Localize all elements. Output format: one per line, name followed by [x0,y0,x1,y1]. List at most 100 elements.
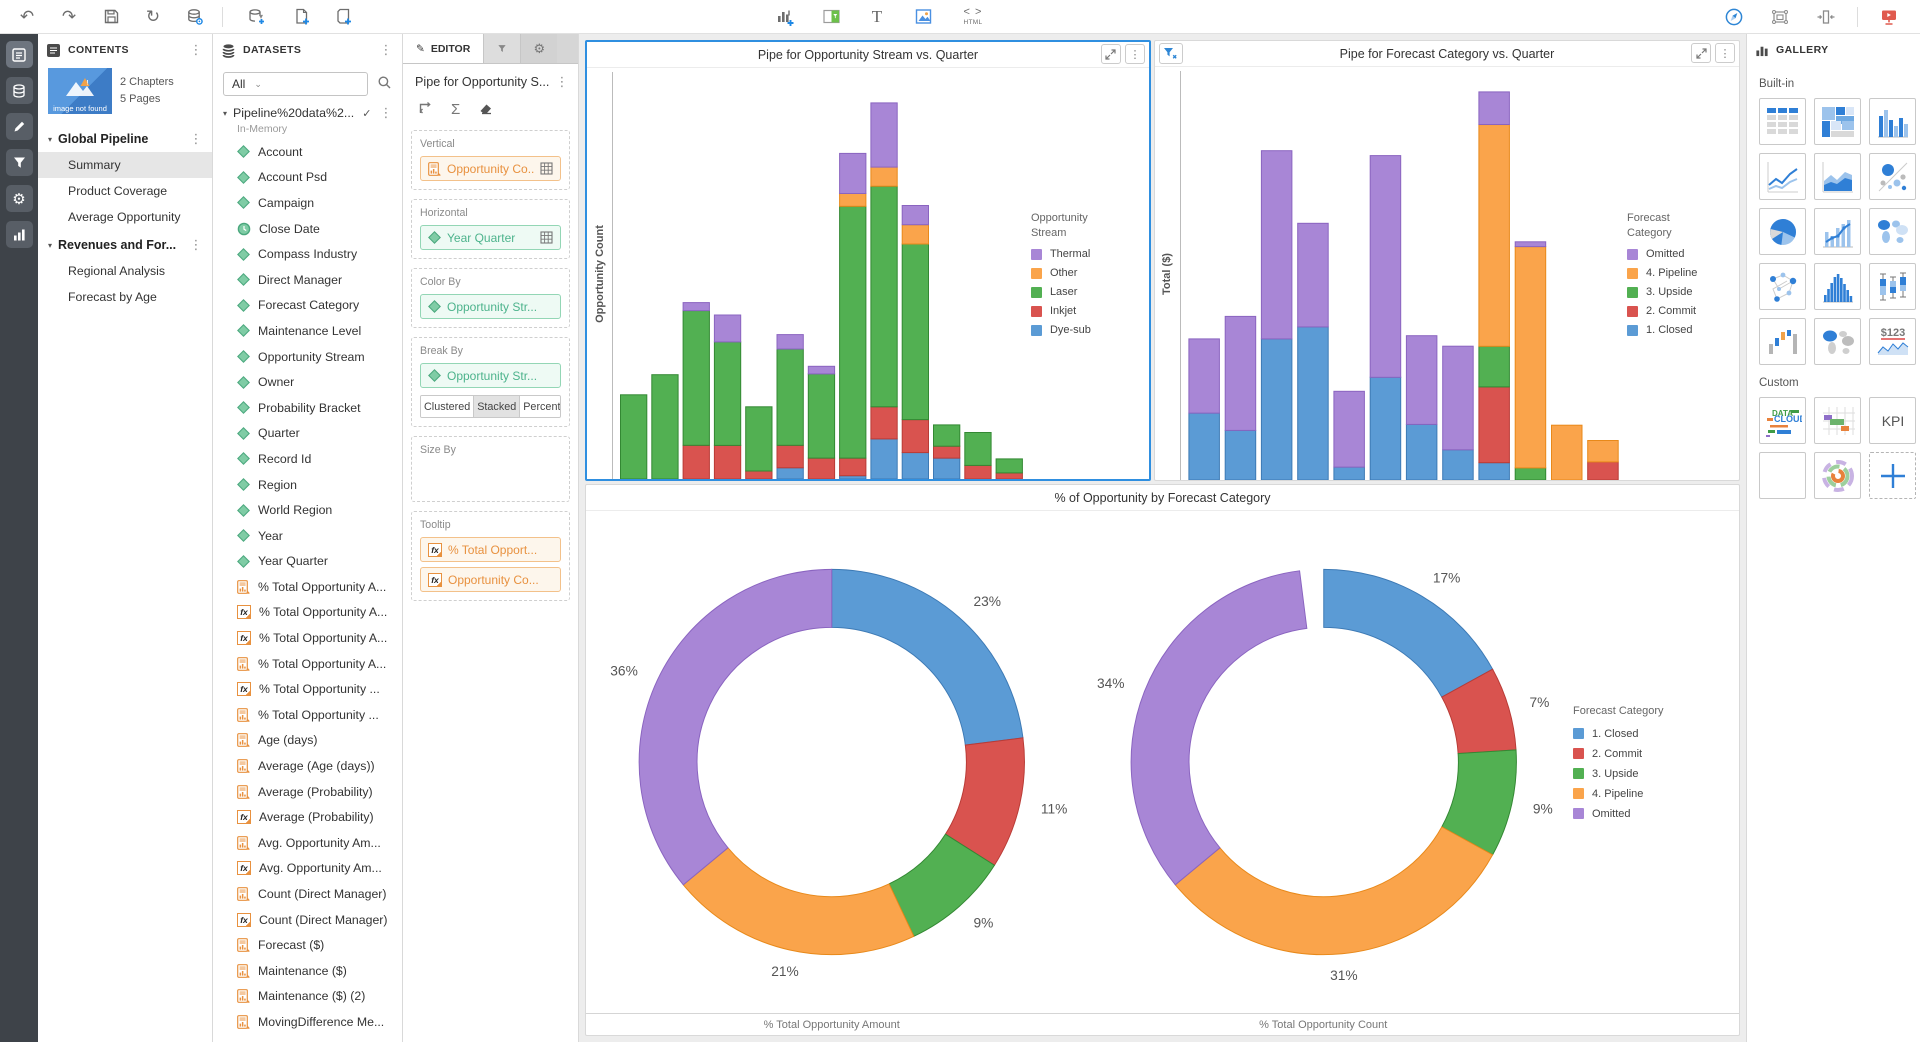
rail-filter-button[interactable] [5,149,33,176]
bar-segment-omitted[interactable] [1405,335,1438,425]
dataset-field-attribute[interactable]: Account Psd [213,165,402,191]
gallery-tile-sunburst[interactable] [1814,452,1861,499]
dataset-field-attribute[interactable]: Compass Industry [213,241,402,267]
viz-forecast-category[interactable]: Pipe for Forecast Category vs. Quarter ⋮… [1153,40,1740,481]
dataset-field-attribute[interactable]: Probability Bracket [213,395,402,421]
page-item-product-coverage[interactable]: Product Coverage [68,184,168,198]
rail-contents-button[interactable] [5,41,33,68]
dataset-field-metric[interactable]: Avg. Opportunity Am... [213,830,402,856]
drop-zone-tooltip[interactable]: Tooltip fx % Total Opport... fx Opportunity … [411,511,570,601]
bar-segment-4-pipeline[interactable] [1478,124,1510,347]
bar-segment-omitted[interactable] [1224,315,1257,431]
page-item-average-opportunity[interactable]: Average Opportunity [68,210,181,224]
add-image-button[interactable] [908,3,938,31]
dataset-field-formula[interactable]: fx % Total Opportunity ... [213,676,402,702]
bar-segment-3-upside[interactable] [1478,345,1510,388]
field-chip[interactable]: Year Quarter [420,225,561,250]
bar-segment-dye-sub[interactable] [901,452,930,480]
gallery-tile-histogram[interactable] [1814,263,1861,310]
dataset-field-attribute[interactable]: Region [213,472,402,498]
explore-compass-button[interactable] [1719,3,1749,31]
bar-segment-dye-sub[interactable] [933,457,961,479]
bar-segment-1-closed[interactable] [1478,462,1510,480]
rail-visualizations-button[interactable] [5,221,33,248]
donut-slice-omitted[interactable] [1130,570,1307,886]
bar-segment-1-closed[interactable] [1442,449,1474,480]
page-item-summary[interactable]: Summary [38,152,212,178]
bar-segment-thermal[interactable] [807,365,836,375]
dataset-field-metric[interactable]: MovingDifference Me... [213,1009,402,1035]
bar-segment-laser[interactable] [620,394,648,479]
bar-segment-dye-sub[interactable] [839,475,867,479]
dataset-type-select[interactable]: All ⌄ [223,72,368,96]
drop-zone-color-by[interactable]: Color By Opportunity Str... [411,268,570,328]
swap-axes-button[interactable] [417,100,433,119]
bar-segment-thermal[interactable] [870,102,898,168]
dataset-root-row[interactable]: ▾ Pipeline%20data%2... ✓ ⋮ [213,104,402,122]
totals-button[interactable]: Σ [451,101,460,118]
bar-segment-1-closed[interactable] [1224,429,1257,480]
bar-segment-laser[interactable] [745,406,773,472]
bar-segment-omitted[interactable] [1369,155,1402,378]
dataset-field-metric[interactable]: Age (days) [213,728,402,754]
bar-segment-inkjet[interactable] [776,444,804,469]
bar-segment-thermal[interactable] [713,314,742,343]
viz2-maximize-button[interactable] [1691,43,1711,63]
redo-button[interactable]: ↷ [54,3,84,31]
dataset-field-formula[interactable]: fx Average (Probability) [213,804,402,830]
refresh-button[interactable]: ↻ [138,3,168,31]
bar-segment-1-closed[interactable] [1369,376,1402,480]
gallery-tile-network[interactable] [1759,263,1806,310]
dataset-menu-button[interactable]: ⋮ [379,105,393,120]
dataset-search-button[interactable] [377,75,392,93]
bar-segment-omitted[interactable] [1297,222,1329,328]
bar-segment-omitted[interactable] [1188,338,1220,414]
gallery-tile-kpi[interactable]: KPI [1869,397,1916,444]
dataset-field-metric[interactable]: Average (Probability) [213,779,402,805]
grid-format-icon[interactable] [540,162,553,175]
bar-segment-4-pipeline[interactable] [1587,440,1619,463]
bar-segment-inkjet[interactable] [870,406,898,440]
bar-segment-4-pipeline[interactable] [1550,424,1583,480]
add-visualization-button[interactable] [770,3,800,31]
bar-segment-inkjet[interactable] [745,470,773,479]
page-item-regional-analysis[interactable]: Regional Analysis [68,264,166,278]
dataset-field-metric[interactable]: Maintenance ($) (2) [213,984,402,1010]
present-button[interactable] [1874,3,1904,31]
bar-segment-omitted[interactable] [1514,241,1547,248]
tab-properties[interactable]: ⚙ [520,34,558,63]
add-data-button[interactable]: ▾ [235,3,275,31]
dataset-field-formula[interactable]: fx % Total Opportunity A... [213,600,402,626]
bar-segment-omitted[interactable] [1260,150,1293,340]
bar-segment-1-closed[interactable] [1188,412,1220,480]
bar-segment-inkjet[interactable] [901,419,930,454]
bar-segment-dye-sub[interactable] [870,438,898,479]
field-chip[interactable]: Opportunity Str... [420,363,561,388]
field-chip[interactable]: fx % Total Opport... [420,537,561,562]
dataset-field-attribute[interactable]: Opportunity Stream [213,344,402,370]
donut-slice-4-pipeline[interactable] [682,847,915,956]
gallery-tile-grid[interactable] [1759,98,1806,145]
clear-button[interactable] [478,100,494,119]
bar-segment-inkjet[interactable] [964,464,992,479]
bar-segment-1-closed[interactable] [1333,466,1365,480]
dataset-status-button[interactable] [180,3,210,31]
drop-zone-vertical[interactable]: Vertical Opportunity Co... [411,130,570,190]
bar-segment-other[interactable] [901,224,930,245]
bar-segment-inkjet[interactable] [682,444,710,479]
chapter-row[interactable]: ▾ Revenues and For... ⋮ [38,230,212,258]
drop-zone-break-by[interactable]: Break By Opportunity Str... Clustered Stack… [411,337,570,427]
insert-chapter-button[interactable] [329,3,359,31]
drop-zone-size-by[interactable]: Size By [411,436,570,502]
gallery-tile-pie-chart[interactable] [1759,208,1806,255]
bar-segment-laser[interactable] [964,432,992,466]
bar-segment-thermal[interactable] [839,152,867,194]
gallery-tile-bubble-chart[interactable] [1869,153,1916,200]
dataset-field-attribute[interactable]: Owner [213,369,402,395]
bar-segment-1-closed[interactable] [1297,326,1329,480]
bar-segment-omitted[interactable] [1478,91,1510,125]
dataset-field-metric[interactable]: Average (Age (days)) [213,753,402,779]
dataset-field-formula[interactable]: fx Avg. Opportunity Am... [213,856,402,882]
dataset-field-metric[interactable]: % Total Opportunity A... [213,651,402,677]
bar-segment-laser[interactable] [901,243,930,421]
